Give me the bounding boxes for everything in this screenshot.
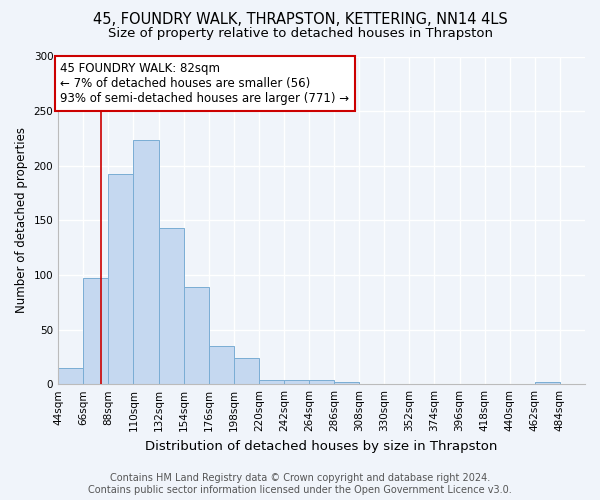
Text: 45 FOUNDRY WALK: 82sqm
← 7% of detached houses are smaller (56)
93% of semi-deta: 45 FOUNDRY WALK: 82sqm ← 7% of detached …: [61, 62, 350, 105]
Bar: [309, 380, 334, 384]
Bar: [83, 278, 109, 384]
Bar: [284, 380, 309, 384]
Text: Size of property relative to detached houses in Thrapston: Size of property relative to detached ho…: [107, 28, 493, 40]
X-axis label: Distribution of detached houses by size in Thrapston: Distribution of detached houses by size …: [145, 440, 498, 452]
Bar: [234, 358, 259, 384]
Bar: [259, 380, 284, 384]
Bar: [158, 228, 184, 384]
Bar: [109, 174, 133, 384]
Text: Contains HM Land Registry data © Crown copyright and database right 2024.
Contai: Contains HM Land Registry data © Crown c…: [88, 474, 512, 495]
Bar: [334, 382, 359, 384]
Y-axis label: Number of detached properties: Number of detached properties: [15, 128, 28, 314]
Bar: [133, 140, 158, 384]
Bar: [58, 368, 83, 384]
Text: 45, FOUNDRY WALK, THRAPSTON, KETTERING, NN14 4LS: 45, FOUNDRY WALK, THRAPSTON, KETTERING, …: [92, 12, 508, 28]
Bar: [184, 287, 209, 384]
Bar: [535, 382, 560, 384]
Bar: [209, 346, 234, 384]
